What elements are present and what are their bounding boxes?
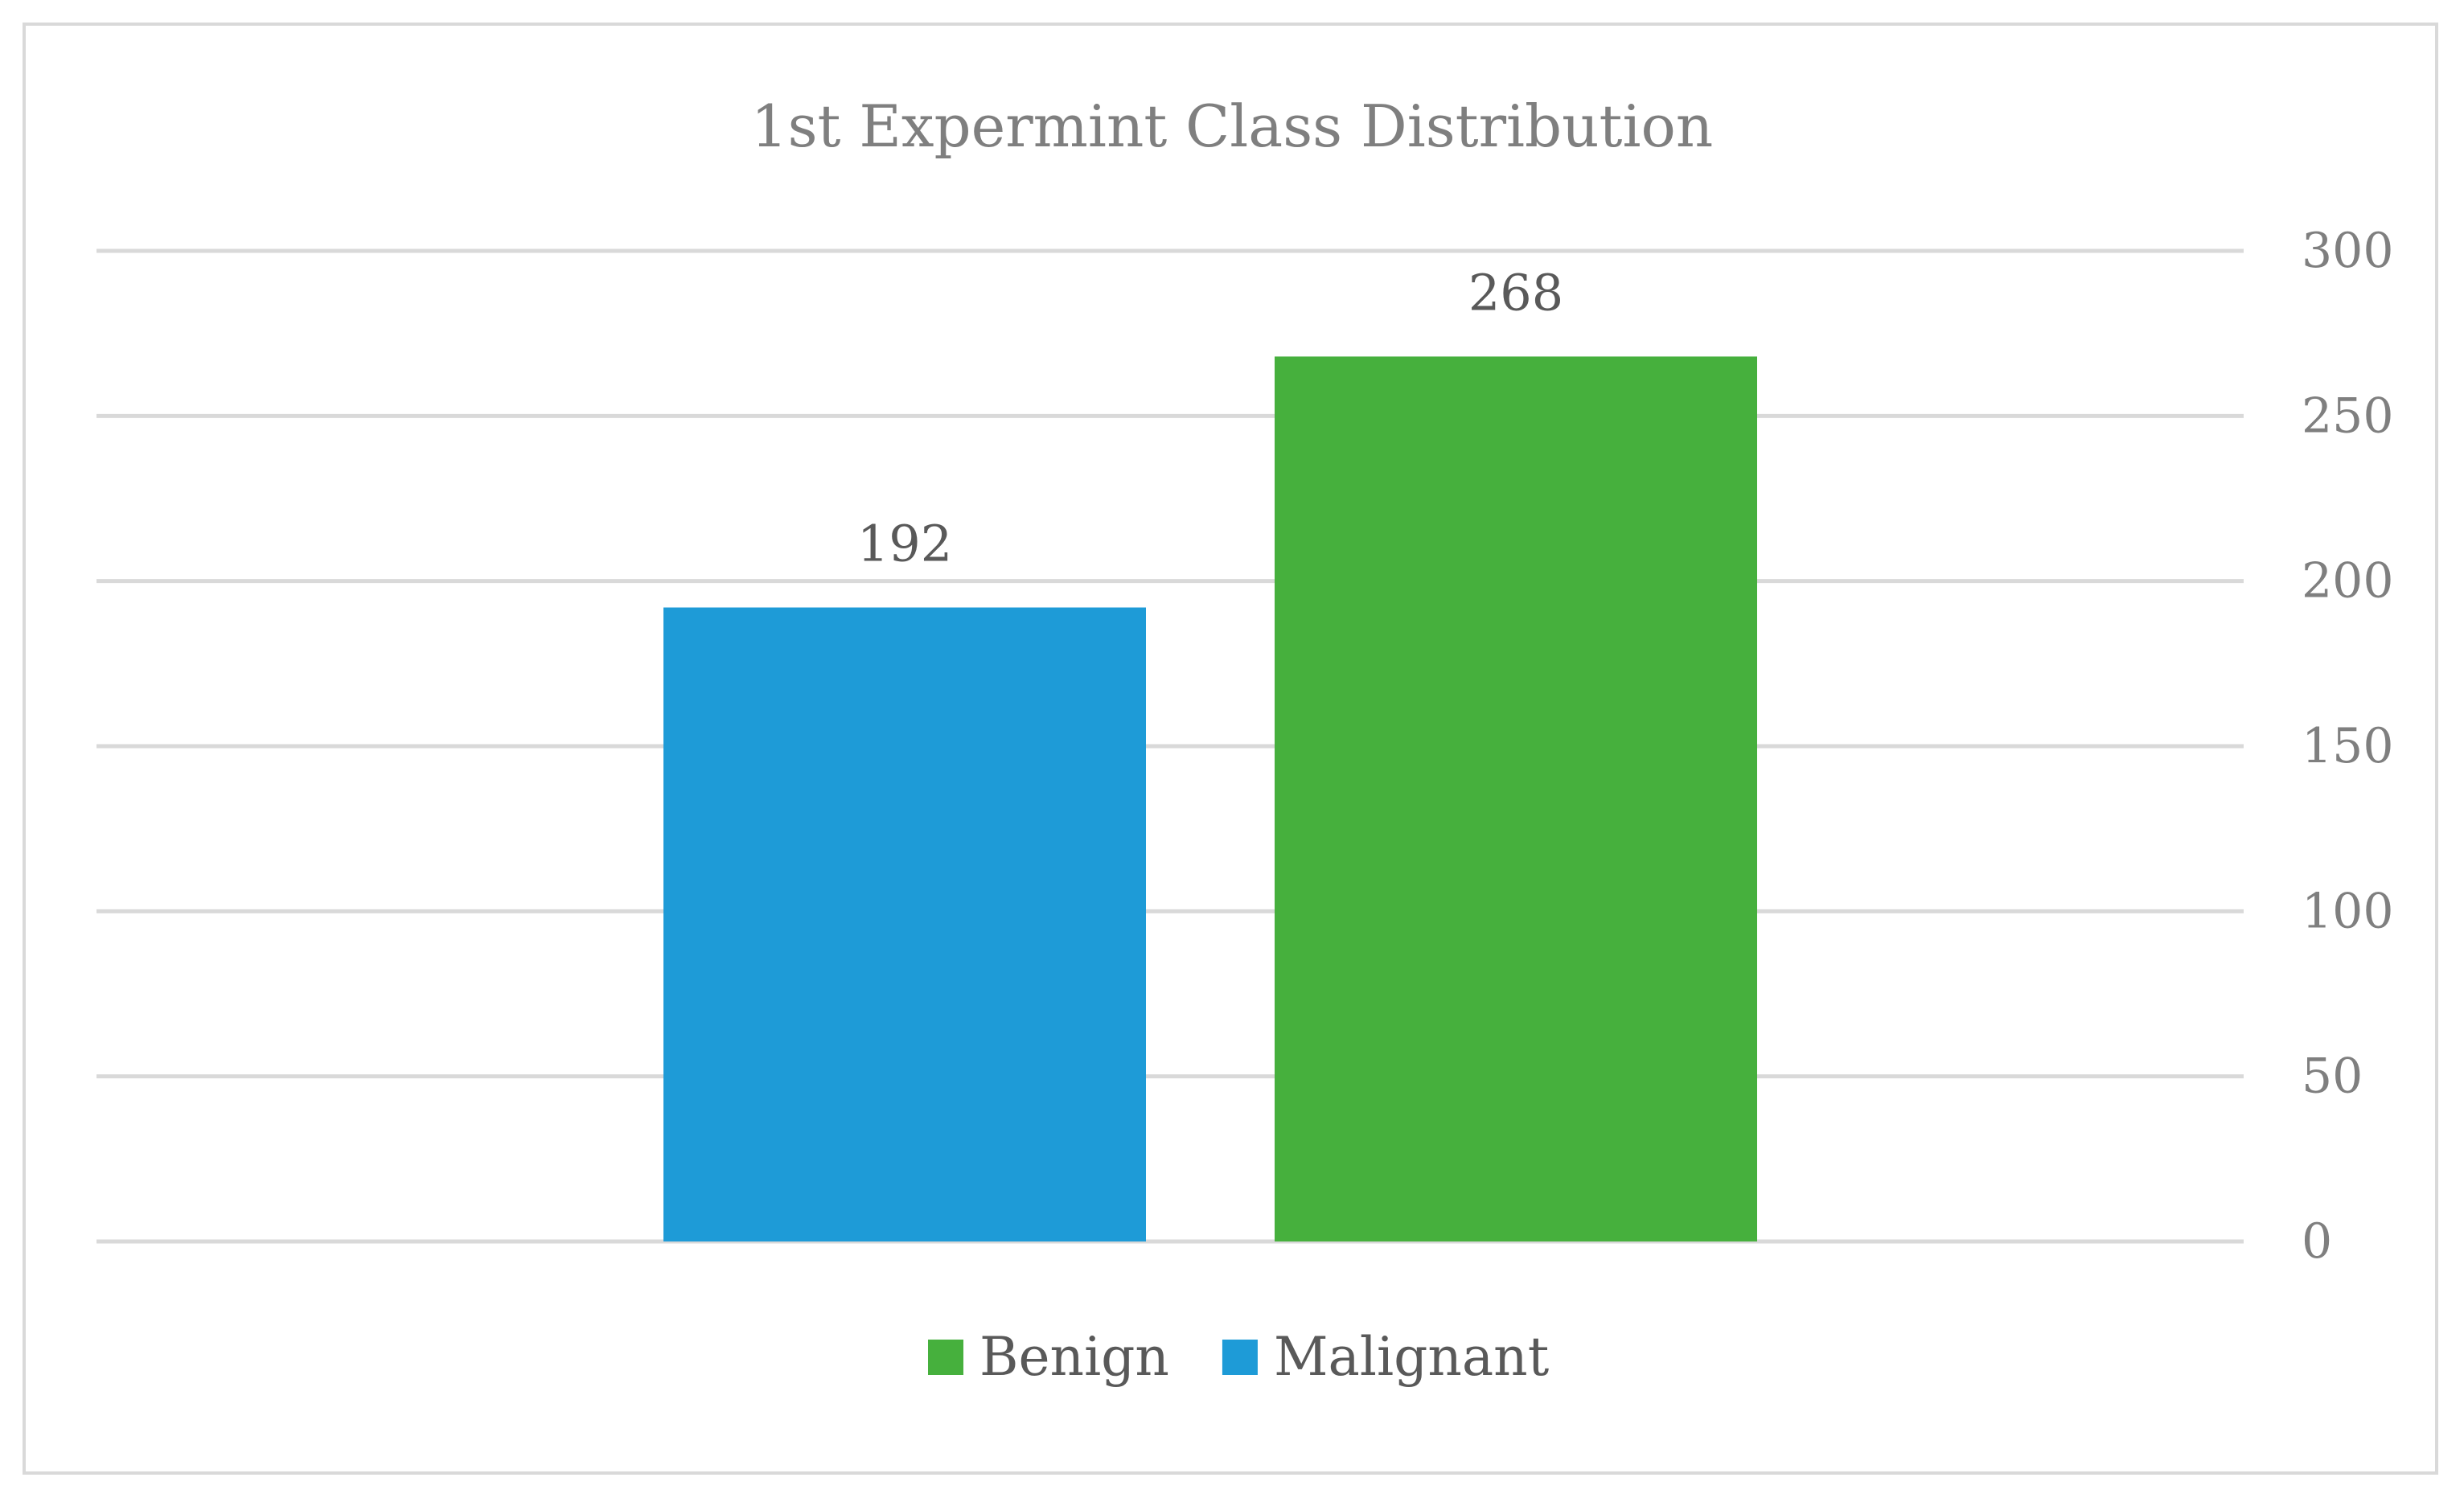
- y-tick-label: 0: [2302, 1213, 2332, 1270]
- y-tick-label: 200: [2302, 553, 2394, 609]
- bar-malignant: [663, 607, 1146, 1241]
- y-tick-label: 300: [2302, 223, 2394, 279]
- data-labels: 192 268: [857, 263, 1563, 572]
- data-label-benign: 268: [1468, 263, 1563, 322]
- legend-label-malignant: Malignant: [1274, 1326, 1549, 1388]
- legend-label-benign: Benign: [979, 1326, 1169, 1388]
- y-tick-label: 250: [2302, 388, 2394, 444]
- legend: Benign Malignant: [928, 1326, 1549, 1388]
- y-tick-label: 150: [2302, 718, 2394, 774]
- legend-swatch-benign: [928, 1340, 963, 1375]
- data-label-malignant: 192: [857, 515, 952, 573]
- bar-benign: [1275, 356, 1757, 1241]
- y-tick-label: 100: [2302, 883, 2394, 939]
- gridlines: [97, 248, 2244, 1244]
- y-axis-ticks: 0 50 100 150 200 250 300: [2302, 223, 2394, 1270]
- legend-swatch-malignant: [1222, 1340, 1258, 1375]
- chart-frame: [23, 23, 2438, 1475]
- y-tick-label: 50: [2302, 1049, 2363, 1105]
- chart-title: 1st Expermint Class Distribution: [751, 92, 1713, 160]
- bars: [663, 356, 1757, 1241]
